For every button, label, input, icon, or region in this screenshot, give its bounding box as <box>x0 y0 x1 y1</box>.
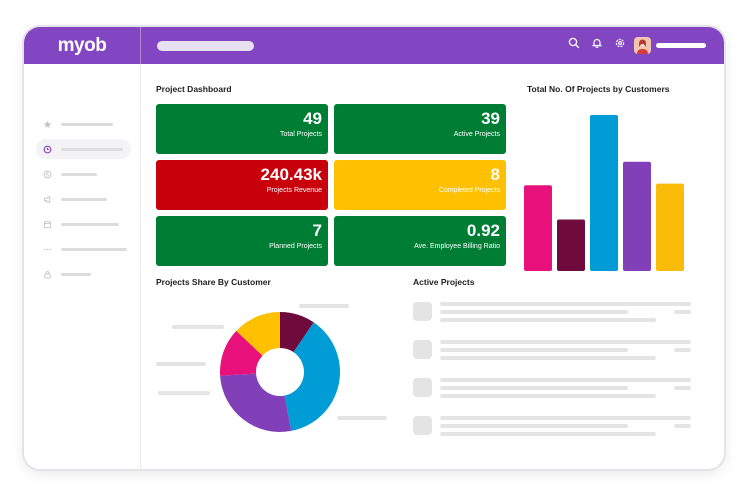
sidebar-item-more[interactable] <box>36 239 131 259</box>
stat-label: Total Projects <box>279 131 322 138</box>
row-placeholder-line <box>440 416 691 420</box>
row-thumbnail <box>413 378 432 397</box>
legend-placeholder <box>337 416 387 420</box>
sidebar-item-label <box>61 247 127 251</box>
sidebar-item-calendar[interactable] <box>36 214 131 234</box>
row-placeholder-line <box>440 386 628 390</box>
sidebar-item-label <box>61 197 107 201</box>
search-bar-placeholder[interactable] <box>157 41 254 51</box>
stat-label: Active Projects <box>453 131 500 138</box>
stat-label: Planned Projects <box>269 243 322 250</box>
donut-slice-4[interactable] <box>220 330 263 376</box>
row-thumbnail <box>413 340 432 359</box>
calendar-icon <box>42 219 52 229</box>
row-placeholder-line <box>440 310 628 314</box>
projects-share-donut-chart <box>220 312 340 432</box>
row-placeholder-line <box>440 348 628 352</box>
megaphone-icon <box>42 194 52 204</box>
sidebar-item-projects[interactable] <box>36 139 131 159</box>
row-placeholder-line <box>440 340 691 344</box>
gear-icon[interactable] <box>613 36 627 50</box>
donut-chart-title: Projects Share By Customer <box>156 277 271 287</box>
user-name-placeholder[interactable] <box>656 43 706 48</box>
bar-4[interactable] <box>623 161 651 271</box>
dollar-icon <box>42 169 52 179</box>
stat-label: Projects Revenue <box>266 187 322 194</box>
row-placeholder-line <box>674 348 691 352</box>
stat-label: Ave. Employee Billing Ratio <box>414 243 500 250</box>
row-placeholder-line <box>440 356 656 360</box>
donut-slice-2[interactable] <box>284 322 340 431</box>
user-avatar[interactable] <box>634 37 651 54</box>
active-projects-title: Active Projects <box>413 277 475 287</box>
stat-label: Completed Projects <box>438 187 500 194</box>
more-icon <box>42 244 52 254</box>
stat-card-active-projects[interactable]: 39 Active Projects <box>334 104 506 154</box>
app-window: myob <box>24 27 724 469</box>
sidebar-item-label <box>61 122 113 126</box>
sidebar-item-label <box>61 222 119 226</box>
row-placeholder-line <box>440 302 691 306</box>
bar-2[interactable] <box>557 219 585 271</box>
myob-logo: myob <box>57 34 107 56</box>
stat-card-projects-revenue[interactable]: 240.43k Projects Revenue <box>156 160 328 210</box>
dashboard-title: Project Dashboard <box>156 84 232 94</box>
row-placeholder-line <box>674 386 691 390</box>
row-placeholder-line <box>440 432 656 436</box>
stat-card-billing-ratio[interactable]: 0.92 Ave. Employee Billing Ratio <box>334 216 506 266</box>
legend-placeholder <box>156 362 206 366</box>
stat-value: 8 <box>490 165 500 184</box>
bar-chart-title: Total No. Of Projects by Customers <box>527 84 670 94</box>
row-placeholder-line <box>674 424 691 428</box>
sidebar-item-label <box>61 147 123 151</box>
bar-5[interactable] <box>656 183 684 271</box>
sidebar-item-label <box>61 272 91 276</box>
stat-card-completed-projects[interactable]: 8 Completed Projects <box>334 160 506 210</box>
row-placeholder-line <box>440 394 656 398</box>
sidebar-item-security[interactable] <box>36 264 131 284</box>
sidebar-item-favorites[interactable] <box>36 114 131 134</box>
sidebar-item-banking[interactable] <box>36 164 131 184</box>
donut-slice-1[interactable] <box>280 312 314 353</box>
star-icon <box>42 119 52 129</box>
bar-1[interactable] <box>524 185 552 271</box>
stat-value: 7 <box>312 221 322 240</box>
row-placeholder-line <box>440 424 628 428</box>
stat-card-planned-projects[interactable]: 7 Planned Projects <box>156 216 328 266</box>
stat-value: 0.92 <box>466 221 500 240</box>
row-placeholder-line <box>440 378 691 382</box>
sidebar <box>24 64 141 469</box>
bell-icon[interactable] <box>590 36 604 50</box>
top-bar: myob <box>24 27 724 64</box>
logo-area[interactable]: myob <box>24 27 141 64</box>
stat-value: 49 <box>303 109 322 128</box>
lock-icon <box>42 269 52 279</box>
stat-value: 240.43k <box>260 165 322 184</box>
donut-slice-3[interactable] <box>220 373 292 432</box>
stat-value: 39 <box>481 109 500 128</box>
legend-placeholder <box>299 304 349 308</box>
sidebar-item-label <box>61 172 97 176</box>
clock-icon <box>42 144 52 154</box>
stat-card-total-projects[interactable]: 49 Total Projects <box>156 104 328 154</box>
bar-3[interactable] <box>590 115 618 271</box>
donut-slice-5[interactable] <box>236 312 280 356</box>
legend-placeholder <box>158 391 210 395</box>
row-placeholder-line <box>674 310 691 314</box>
row-thumbnail <box>413 302 432 321</box>
sidebar-item-sales[interactable] <box>36 189 131 209</box>
row-thumbnail <box>413 416 432 435</box>
legend-placeholder <box>172 325 224 329</box>
projects-by-customer-bar-chart <box>524 115 684 271</box>
row-placeholder-line <box>440 318 656 322</box>
search-icon[interactable] <box>567 36 581 50</box>
